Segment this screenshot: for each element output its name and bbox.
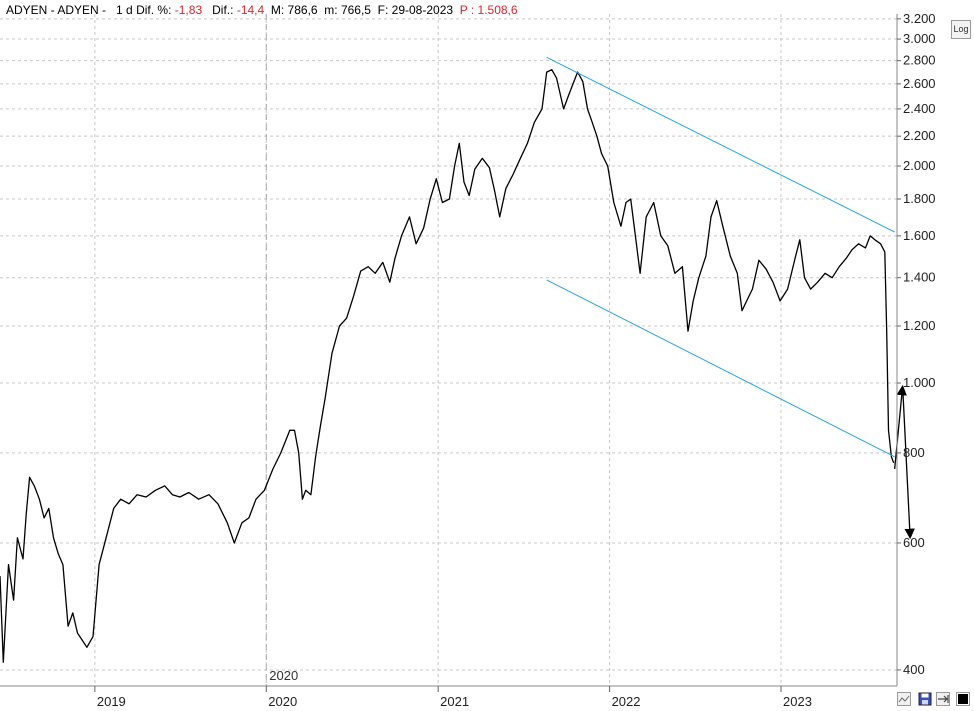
min-value: 766,5 <box>340 3 371 17</box>
x-tick-label: 2023 <box>783 694 812 709</box>
symbol-label: ADYEN - ADYEN - <box>6 3 107 17</box>
y-tick-label: 3.200 <box>903 11 936 26</box>
y-tick-label: 2.000 <box>903 158 936 173</box>
y-tick-label: 800 <box>903 445 925 460</box>
y-tick-label: 2.600 <box>903 76 936 91</box>
projection-arrow <box>894 384 907 470</box>
max-value: 786,6 <box>287 3 318 17</box>
y-tick-label: 2.400 <box>903 101 936 116</box>
chart-type-icon[interactable] <box>897 692 911 706</box>
y-tick-label: 3.000 <box>903 31 936 46</box>
save-icon[interactable] <box>918 692 932 706</box>
x-tick-label: 2019 <box>97 694 126 709</box>
y-tick-label: 1.200 <box>903 318 936 333</box>
price-label: P : <box>459 3 475 17</box>
y-tick-label: 400 <box>903 662 925 677</box>
y-tick-label: 2.800 <box>903 53 936 68</box>
projection-arrow <box>901 386 915 540</box>
price-series <box>0 69 895 663</box>
dif-label: Dif.: <box>212 3 234 17</box>
channel-line <box>546 279 895 458</box>
fill-color-icon[interactable] <box>956 692 970 706</box>
y-tick-label: 1.600 <box>903 228 936 243</box>
period-label: 1 d <box>116 3 133 17</box>
trend-channel <box>546 56 895 458</box>
price-line <box>0 69 895 663</box>
dif-pct-value: -1,83 <box>174 3 203 17</box>
chart-header: ADYEN - ADYEN - 1 d Dif. %: -1,83 Dif.: … <box>6 3 518 17</box>
dif-pct-label: Dif. %: <box>136 3 172 17</box>
max-label: M: <box>270 3 285 17</box>
x-tick-label: 2020 <box>268 694 297 709</box>
dif-value: -14,4 <box>236 3 265 17</box>
year-marker-label: 2020 <box>269 668 298 683</box>
log-scale-button[interactable]: Log <box>951 20 971 39</box>
channel-line <box>546 56 895 233</box>
y-tick-label: 1.400 <box>903 270 936 285</box>
x-tick-label: 2021 <box>440 694 469 709</box>
x-axis: 2019 2020 2021 2022 2023 <box>94 686 812 709</box>
min-label: m: <box>324 3 338 17</box>
price-value: 1.508,6 <box>477 3 518 17</box>
y-tick-label: 1.000 <box>903 375 936 390</box>
y-tick-label: 600 <box>903 535 925 550</box>
date-label: F: <box>377 3 389 17</box>
date-value: 29-08-2023 <box>391 3 454 17</box>
resize-icon[interactable] <box>936 692 950 706</box>
x-tick-label: 2022 <box>612 694 641 709</box>
y-axis: 400 600 800 1.000 1.200 1.400 1.600 1.800 2.000 2… <box>897 11 936 677</box>
y-tick-label: 2.200 <box>903 128 936 143</box>
y-tick-label: 1.800 <box>903 191 936 206</box>
projection-arrows <box>894 384 915 540</box>
